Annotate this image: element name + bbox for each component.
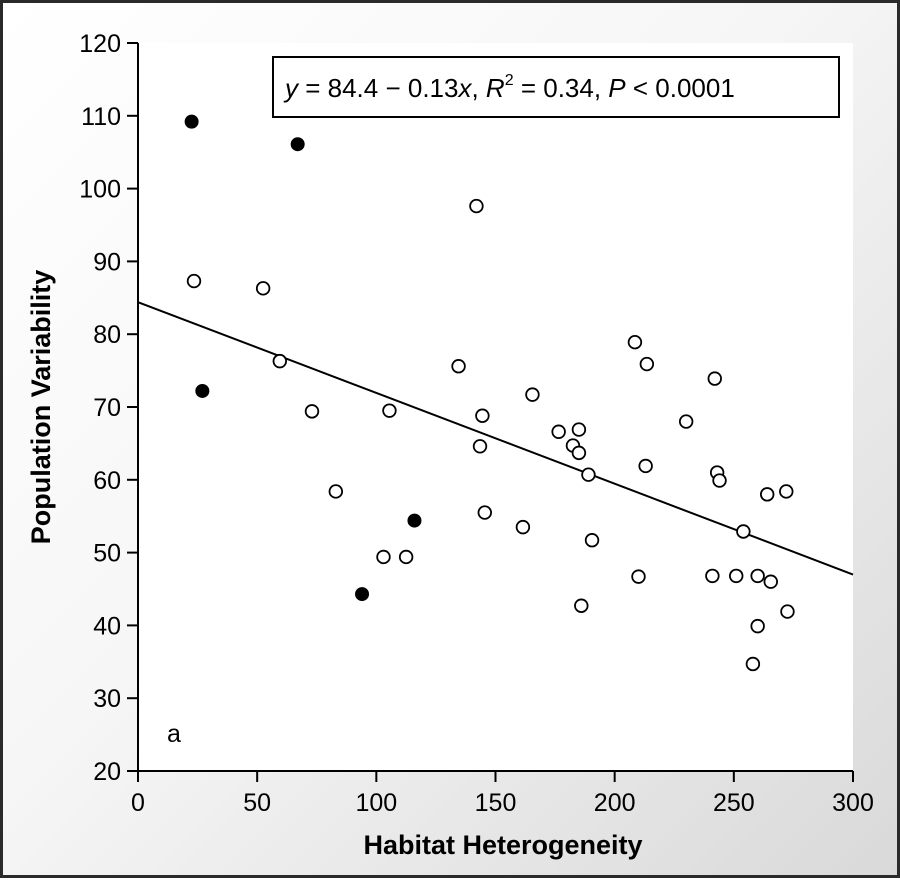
x-tick-label: 300: [832, 789, 874, 817]
y-tick-label: 120: [79, 30, 121, 58]
data-point-filled: [407, 513, 422, 528]
data-point-open: [750, 568, 765, 584]
data-point-open: [515, 519, 531, 535]
data-point-open: [376, 549, 391, 565]
data-point-open: [707, 371, 722, 386]
equation-y-symbol: y: [283, 73, 300, 103]
x-tick-label: 100: [355, 789, 397, 817]
data-point-open: [186, 273, 202, 289]
data-point-open: [736, 524, 751, 539]
x-tick-label: 150: [475, 789, 517, 817]
data-point-open: [328, 484, 344, 499]
scatter-chart: 20 30 40 50 60 70 80 90 100 110 120 0 50 100 150 200 25…: [26, 30, 874, 860]
data-point-open: [631, 569, 646, 584]
data-point-filled: [290, 137, 305, 152]
equation-part-2: ,: [471, 73, 485, 103]
x-tick-label: 250: [713, 789, 755, 817]
data-point-open: [638, 458, 653, 474]
data-point-filled: [355, 587, 370, 602]
y-tick-label: 60: [93, 467, 121, 495]
equation-part-4: < 0.0001: [626, 73, 735, 103]
data-point-filled: [184, 114, 199, 129]
equation-x-symbol: x: [456, 73, 472, 103]
data-point-open: [398, 549, 414, 565]
plot-area: [138, 43, 853, 771]
y-tick-label: 50: [93, 540, 121, 568]
equation-r-symbol: R: [486, 73, 505, 103]
data-point-open: [571, 422, 587, 437]
data-point-open: [525, 387, 540, 402]
data-point-open: [581, 467, 596, 482]
equation-p-symbol: P: [608, 73, 626, 103]
data-point-filled: [195, 383, 210, 398]
data-point-open: [451, 359, 466, 374]
data-point-open: [551, 424, 566, 439]
y-tick-label: 70: [93, 394, 121, 422]
y-tick-label: 80: [93, 321, 121, 349]
y-axis-title: Population Variability: [26, 270, 56, 545]
equation-part-3: = 0.34,: [514, 73, 609, 103]
x-tick-label: 50: [243, 789, 271, 817]
regression-line: [137, 301, 854, 576]
data-point-open: [745, 656, 761, 672]
data-point-open: [475, 408, 490, 423]
x-axis-title: Habitat Heterogeneity: [363, 830, 642, 860]
data-point-open: [477, 505, 492, 520]
equation-box: y = 84.4 − 0.13x, R2 = 0.34, P < 0.0001: [272, 56, 840, 118]
equation-border: [272, 56, 840, 118]
y-tick-label: 110: [81, 103, 121, 131]
data-point-open: [304, 404, 320, 419]
y-tick-label: 20: [93, 758, 121, 786]
data-point-open: [760, 487, 775, 502]
panel-label: a: [167, 720, 181, 748]
data-point-open: [780, 604, 795, 619]
y-tick-label: 30: [93, 685, 121, 713]
data-point-open: [639, 356, 655, 372]
y-tick-label: 100: [79, 176, 121, 204]
data-point-open: [779, 484, 794, 499]
data-point-open: [571, 445, 587, 461]
data-point-open: [574, 598, 589, 613]
x-tick-label: 200: [594, 789, 636, 817]
data-point-open: [712, 473, 727, 488]
data-point-open: [750, 618, 765, 634]
data-point-open: [469, 198, 484, 214]
data-point-open: [729, 568, 744, 584]
data-point-open: [472, 439, 488, 454]
data-point-open: [763, 574, 778, 589]
data-point-open: [705, 568, 720, 584]
data-point-open: [627, 335, 643, 350]
x-tick-label: 0: [131, 789, 145, 817]
data-point-open: [678, 414, 694, 429]
y-tick-label: 40: [93, 612, 121, 640]
equation-r-superscript: 2: [505, 72, 514, 89]
equation-text: y = 84.4 − 0.13x, R2 = 0.34, P < 0.0001: [283, 72, 735, 103]
data-point-open: [255, 281, 271, 296]
data-point-open: [382, 403, 397, 418]
y-tick-label: 90: [93, 248, 121, 276]
data-point-open: [272, 353, 288, 369]
equation-part-1: = 84.4 − 0.13: [298, 73, 458, 103]
data-point-open: [584, 533, 600, 548]
